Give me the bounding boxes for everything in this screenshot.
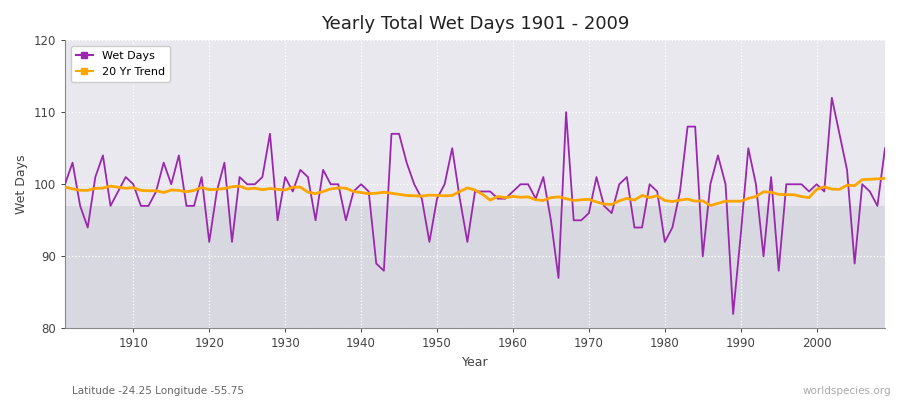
Bar xyxy=(65,206,885,328)
Text: worldspecies.org: worldspecies.org xyxy=(803,386,891,396)
Text: Latitude -24.25 Longitude -55.75: Latitude -24.25 Longitude -55.75 xyxy=(72,386,244,396)
Y-axis label: Wet Days: Wet Days xyxy=(15,154,28,214)
Title: Yearly Total Wet Days 1901 - 2009: Yearly Total Wet Days 1901 - 2009 xyxy=(320,15,629,33)
X-axis label: Year: Year xyxy=(462,356,489,369)
Legend: Wet Days, 20 Yr Trend: Wet Days, 20 Yr Trend xyxy=(70,46,170,82)
